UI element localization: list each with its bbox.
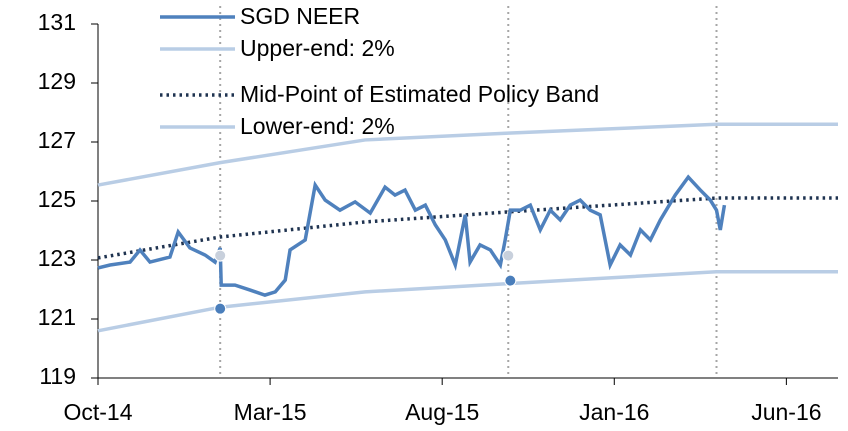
series-line bbox=[97, 122, 838, 187]
marker bbox=[502, 249, 515, 262]
x-tick-label: Mar-15 bbox=[234, 399, 307, 425]
legend-label: Upper-end: 2% bbox=[240, 35, 395, 61]
y-tick-label: 123 bbox=[38, 245, 76, 271]
series-line bbox=[97, 174, 727, 297]
y-tick-label: 125 bbox=[38, 186, 76, 212]
marker bbox=[214, 249, 227, 262]
x-tick-label: Jan-16 bbox=[579, 399, 649, 425]
marker bbox=[504, 274, 517, 287]
y-tick-label: 131 bbox=[38, 9, 76, 35]
legend-label: Mid-Point of Estimated Policy Band bbox=[240, 81, 599, 107]
x-tick-label: Jun-16 bbox=[751, 399, 821, 425]
y-tick-label: 127 bbox=[38, 127, 76, 153]
y-tick-label: 121 bbox=[38, 304, 76, 330]
y-tick-label: 119 bbox=[39, 363, 76, 389]
marker bbox=[214, 302, 227, 315]
y-tick-label: 129 bbox=[38, 68, 76, 94]
x-tick-label: Aug-15 bbox=[405, 399, 479, 425]
x-tick-label: Oct-14 bbox=[63, 399, 132, 425]
series-line bbox=[97, 270, 838, 333]
legend-label: Lower-end: 2% bbox=[240, 113, 395, 139]
legend-label: SGD NEER bbox=[240, 3, 360, 29]
